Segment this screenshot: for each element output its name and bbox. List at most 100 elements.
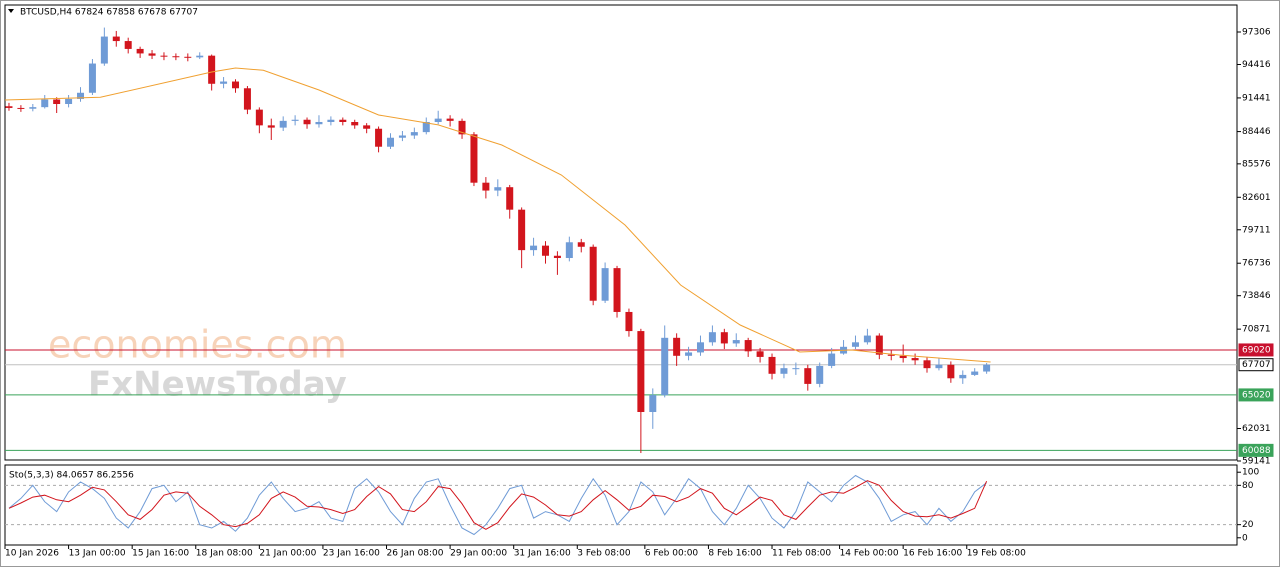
candle-body	[708, 332, 716, 343]
candle-body	[339, 119, 347, 122]
candle-body	[327, 119, 335, 122]
stochastic-title: Sto(5,3,3) 84.0657 86.2556	[9, 471, 134, 481]
y-tick-label: 73846	[1242, 291, 1271, 301]
candle-body	[446, 118, 454, 121]
candle-body	[911, 358, 919, 361]
candle-body	[792, 368, 800, 370]
level-label: 60088	[1242, 446, 1271, 456]
y-tick-label: 80	[1242, 481, 1254, 491]
candle-body	[637, 331, 645, 413]
y-tick-label: 82601	[1242, 193, 1271, 203]
candle-body	[875, 335, 883, 355]
stochastic-panel	[4, 464, 1238, 546]
x-tick-label: 29 Jan 00:00	[450, 549, 507, 559]
candle-body	[553, 255, 561, 259]
y-tick-label: 62031	[1242, 424, 1271, 434]
menu-arrow	[8, 9, 14, 13]
x-tick-label: 31 Jan 16:00	[514, 549, 571, 559]
main-panel	[4, 4, 1238, 461]
level-label: 65020	[1242, 390, 1271, 400]
candle-body	[649, 395, 657, 413]
candle-body	[565, 242, 573, 259]
candle-body	[816, 365, 824, 384]
stochastic-line	[8, 474, 987, 536]
y-tick-label: 97306	[1242, 28, 1271, 38]
candle-body	[112, 36, 120, 42]
candle-body	[53, 99, 61, 105]
candle-body	[5, 106, 13, 108]
candle-body	[422, 121, 430, 133]
x-tick-label: 19 Feb 08:00	[967, 549, 1026, 559]
candle-body	[899, 355, 907, 359]
candle-body	[303, 119, 311, 125]
watermark: economies.com	[48, 323, 347, 367]
x-tick-label: 23 Jan 16:00	[323, 549, 380, 559]
y-tick-label: 100	[1242, 468, 1259, 478]
x-tick-label: 16 Feb 16:00	[903, 549, 962, 559]
candle-body	[780, 368, 788, 374]
candle-body	[124, 41, 132, 49]
candle-body	[696, 342, 704, 353]
y-tick-label: 70871	[1242, 325, 1271, 335]
candle-body	[100, 36, 108, 64]
x-tick-label: 15 Jan 16:00	[132, 549, 189, 559]
x-tick-label: 26 Jan 08:00	[387, 549, 444, 559]
level-label-box	[1238, 388, 1274, 402]
chart-title: BTCUSD,H4 67824 67858 67678 67707	[20, 8, 198, 18]
candle-body	[255, 109, 263, 126]
candle-body	[613, 268, 621, 312]
candle-body	[267, 125, 275, 128]
x-tick-label: 21 Jan 00:00	[259, 549, 316, 559]
y-tick-label: 88446	[1242, 127, 1271, 137]
level-label-box	[1238, 443, 1274, 457]
candle-body	[577, 242, 585, 247]
candle-body	[410, 132, 418, 136]
candle-body	[77, 92, 85, 99]
candle-body	[744, 340, 752, 352]
candle-body	[804, 368, 812, 384]
candle-body	[184, 56, 192, 58]
candle-body	[887, 354, 895, 356]
moving-average	[4, 67, 991, 363]
candle-body	[160, 55, 168, 57]
watermark: FxNewsToday	[88, 365, 347, 405]
candle-body	[959, 374, 967, 379]
candle-body	[279, 120, 287, 128]
y-tick-label: 0	[1242, 533, 1248, 543]
candle-body	[863, 335, 871, 343]
candle-body	[971, 371, 979, 375]
candle-body	[518, 209, 526, 251]
candle-body	[851, 342, 859, 347]
stochastic-line	[8, 480, 988, 530]
candle-body	[494, 187, 502, 191]
y-tick-label: 85576	[1242, 159, 1271, 169]
x-tick-label: 3 Feb 08:00	[577, 549, 631, 559]
candle-body	[315, 121, 323, 125]
x-tick-label: 13 Jan 00:00	[69, 549, 126, 559]
candle-body	[589, 246, 597, 301]
candle-body	[828, 353, 836, 366]
y-tick-label: 94416	[1242, 60, 1271, 70]
y-tick-label: 20	[1242, 520, 1254, 530]
candle-body	[947, 364, 955, 379]
level-label: 67707	[1242, 360, 1271, 370]
candle-body	[29, 107, 37, 109]
candle-body	[685, 352, 693, 356]
candle-body	[220, 81, 228, 84]
candle-body	[601, 268, 609, 301]
candle-body	[625, 311, 633, 332]
x-tick-label: 18 Jan 08:00	[196, 549, 253, 559]
level-label-box	[1238, 358, 1274, 372]
candle-body	[541, 245, 549, 256]
candle-body	[243, 88, 251, 110]
level-label: 69020	[1242, 345, 1271, 355]
candle-body	[768, 356, 776, 374]
candle-body	[661, 337, 669, 396]
candle-body	[291, 119, 299, 121]
candle-body	[148, 53, 156, 56]
candle-body	[983, 364, 991, 372]
y-tick-label: 79711	[1242, 225, 1271, 235]
x-tick-label: 14 Feb 00:00	[840, 549, 899, 559]
candle-body	[923, 360, 931, 369]
